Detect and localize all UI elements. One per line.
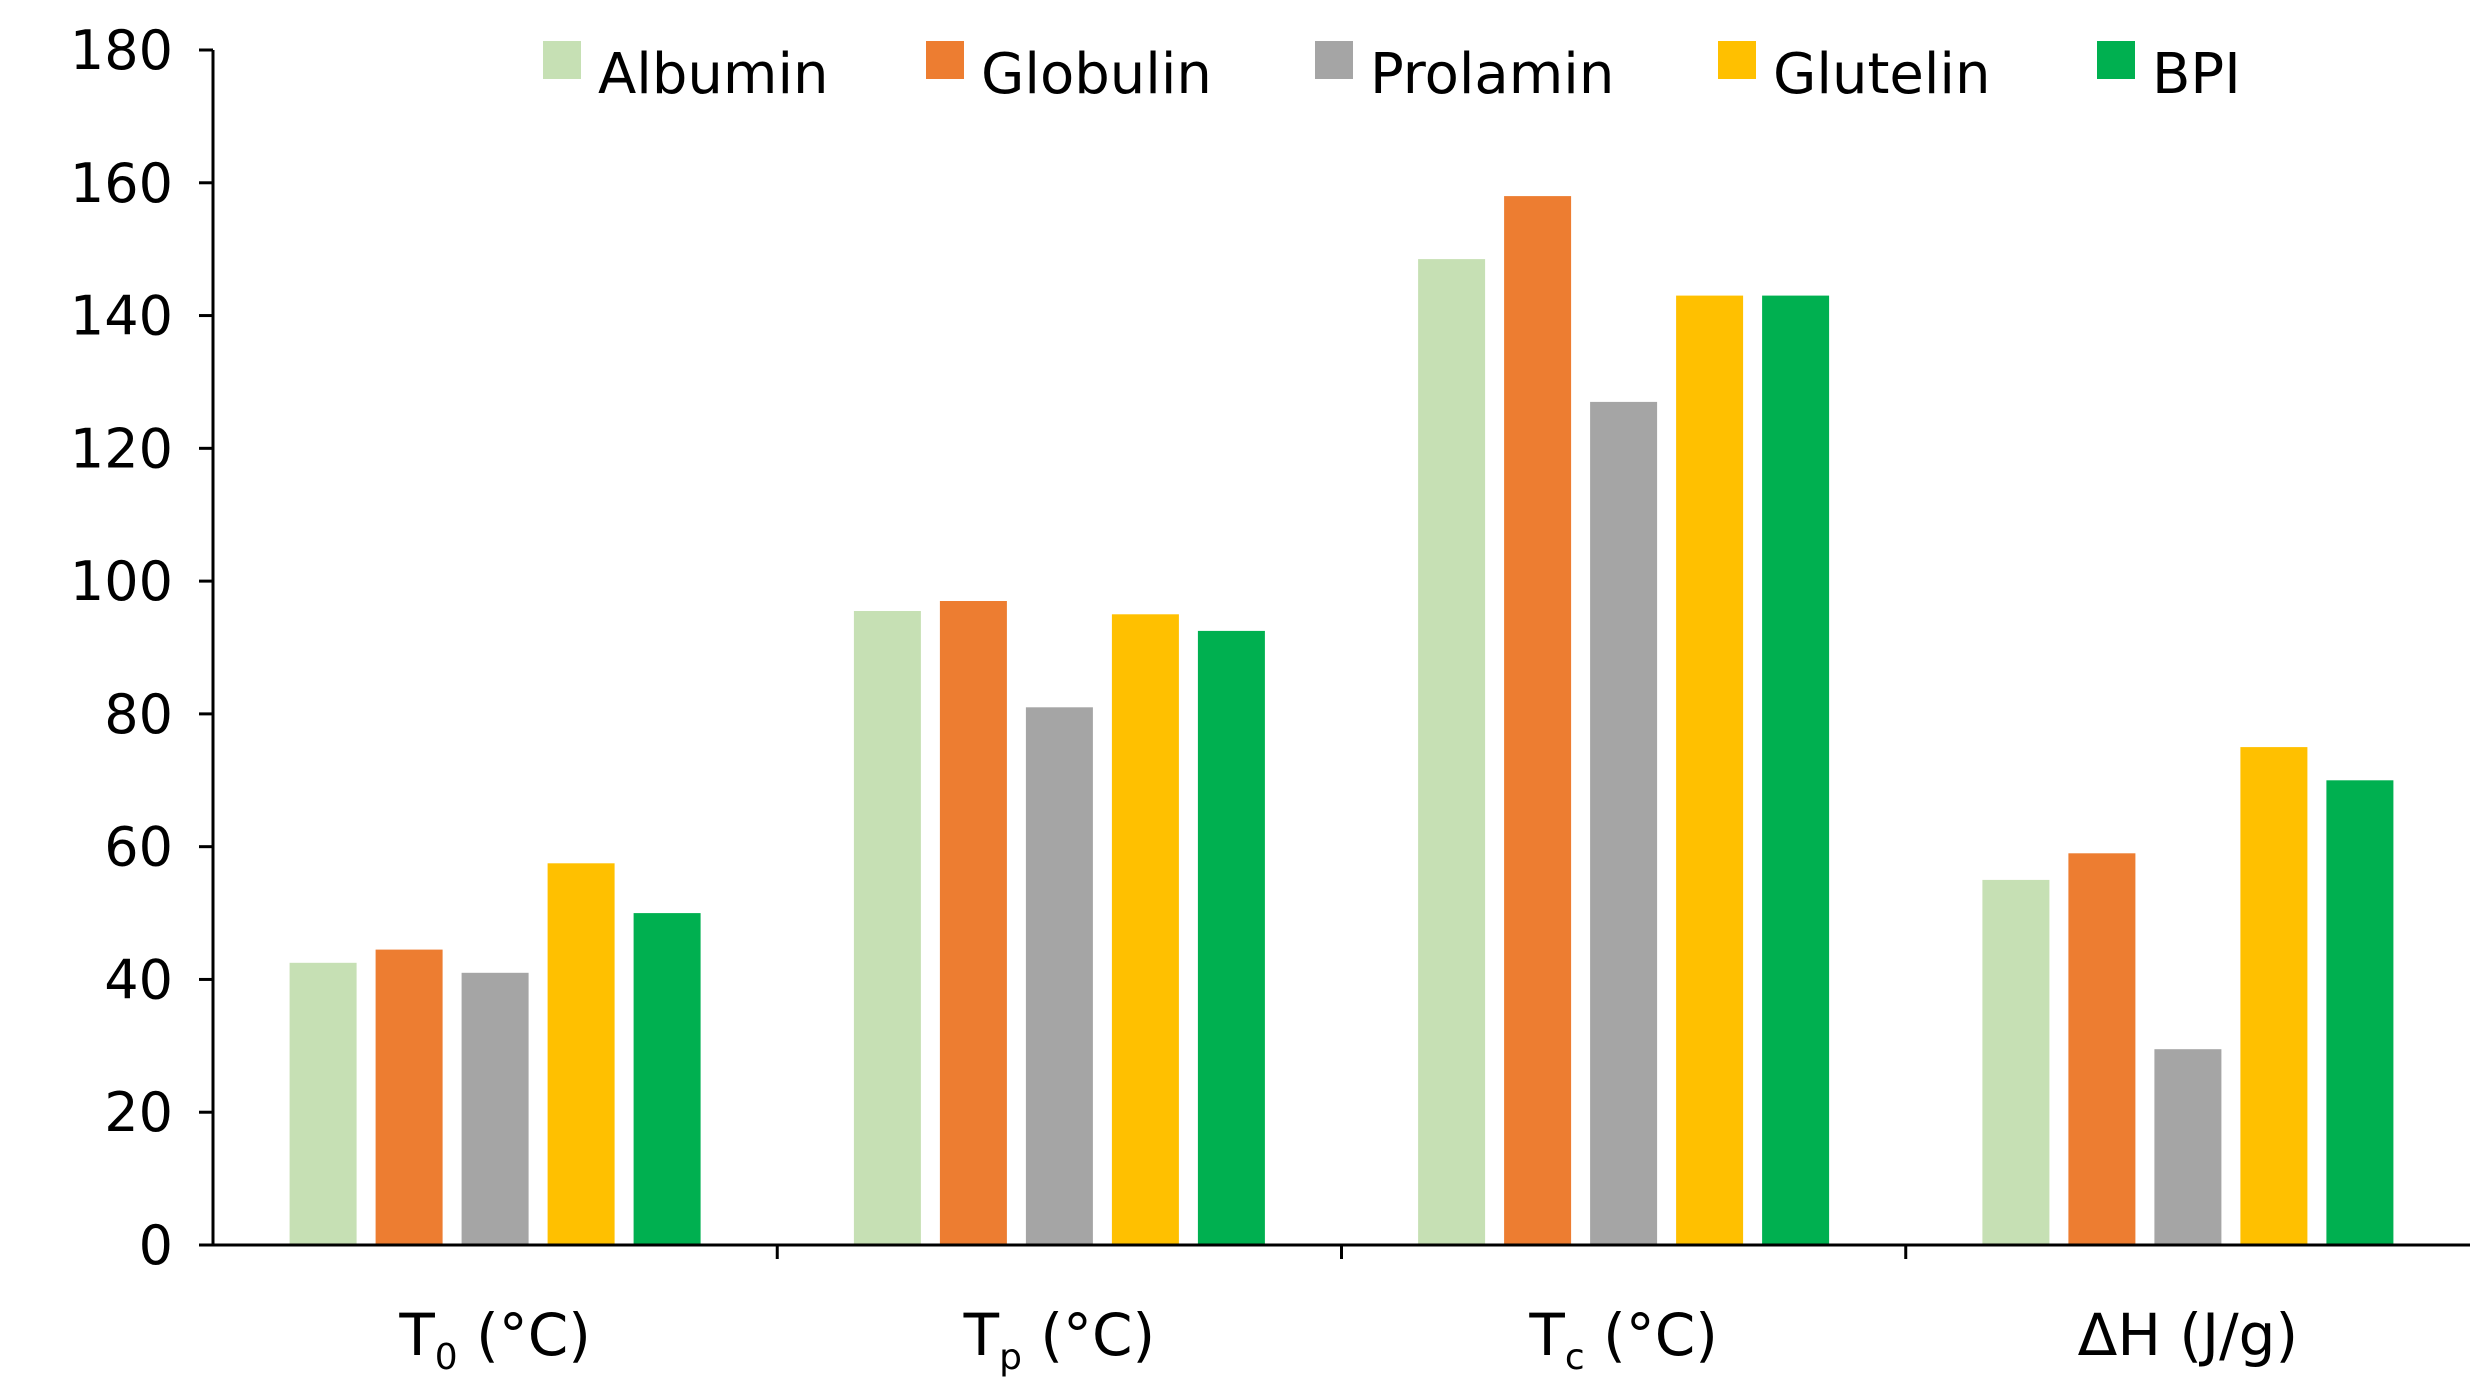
bar-glutelin-0 (547, 863, 615, 1245)
y-tick-label: 120 (70, 417, 173, 480)
bar-prolamin-3 (2154, 1049, 2222, 1245)
bar-glutelin-1 (1111, 614, 1179, 1245)
y-tick-label: 100 (70, 550, 173, 613)
legend-label-albumin: Albumin (598, 42, 829, 107)
y-tick-label: 180 (70, 19, 173, 82)
legend-swatch-prolamin (1315, 41, 1353, 79)
bar-globulin-3 (2068, 853, 2136, 1245)
axes-layer: 0 20 40 60 80 100 120 140 160 180 T0 (°C) Tp (°C) Tc… (70, 19, 2470, 1378)
bar-albumin-0 (289, 962, 357, 1245)
legend-label-bpi: BPI (2152, 42, 2241, 107)
bar-albumin-2 (1418, 259, 1486, 1246)
bars-layer (289, 196, 2394, 1246)
bar-albumin-1 (853, 611, 921, 1245)
y-tick-label: 40 (104, 948, 173, 1011)
bar-bpi-0 (633, 913, 701, 1245)
bar-prolamin-2 (1590, 401, 1658, 1245)
bar-globulin-0 (375, 949, 443, 1245)
x-category-label: T0 (°C) (398, 1301, 591, 1378)
bar-bpi-1 (1197, 630, 1265, 1245)
x-category-label: ΔH (J/g) (2078, 1301, 2298, 1369)
bar-bpi-2 (1762, 295, 1830, 1246)
legend-swatch-globulin (926, 41, 964, 79)
bar-prolamin-1 (1025, 707, 1093, 1246)
legend-label-prolamin: Prolamin (1370, 42, 1614, 107)
y-tick-label: 160 (70, 152, 173, 215)
x-category-label: Tc (°C) (1528, 1301, 1717, 1378)
legend-swatch-bpi (2097, 41, 2135, 79)
legend-label-globulin: Globulin (981, 42, 1212, 107)
y-tick-label: 60 (104, 816, 173, 879)
legend-swatch-glutelin (1718, 41, 1756, 79)
legend-swatch-albumin (543, 41, 581, 79)
y-tick-label: 140 (70, 285, 173, 348)
y-tick-label: 0 (139, 1214, 173, 1277)
y-tick-label: 80 (104, 683, 173, 746)
y-tick-label: 20 (104, 1081, 173, 1144)
legend: Albumin Globulin Prolamin Glutelin BPI (543, 41, 2241, 107)
bar-prolamin-0 (461, 972, 529, 1245)
bar-albumin-3 (1982, 879, 2050, 1245)
bar-bpi-3 (2326, 780, 2394, 1245)
bar-globulin-1 (939, 601, 1007, 1245)
bar-globulin-2 (1504, 196, 1572, 1246)
bar-glutelin-3 (2240, 747, 2308, 1245)
legend-label-glutelin: Glutelin (1773, 42, 1990, 107)
bar-glutelin-2 (1676, 295, 1744, 1246)
x-category-label: Tp (°C) (963, 1301, 1156, 1378)
